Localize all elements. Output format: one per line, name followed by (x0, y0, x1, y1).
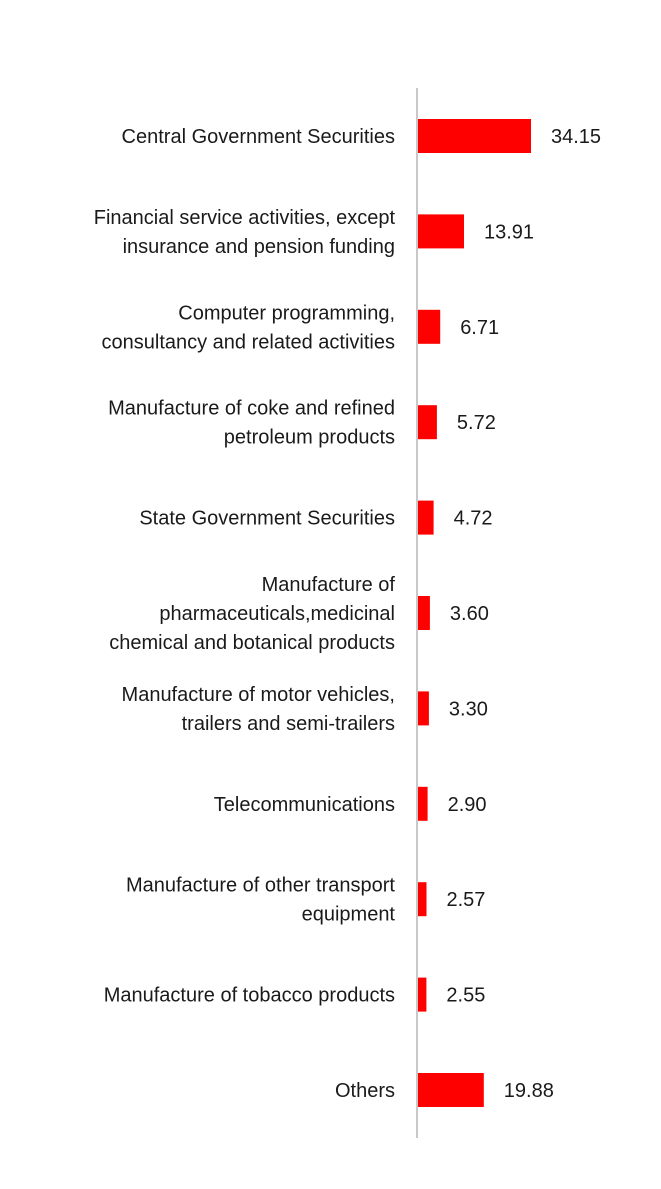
category-label-8-line-0: Manufacture of other transport (126, 875, 395, 897)
bar-1 (418, 214, 464, 249)
bar-3 (418, 405, 437, 440)
category-label-0-line-0: Central Government Securities (122, 126, 395, 148)
category-label-5-line-0: Manufacture of (262, 574, 396, 596)
value-label-9: 2.55 (446, 985, 485, 1007)
category-label-1-line-1: insurance and pension funding (123, 236, 395, 258)
category-label-4: State Government Securities (139, 508, 395, 530)
value-label-8: 2.57 (447, 889, 486, 911)
category-label-5-line-2: chemical and botanical products (109, 632, 395, 654)
bar-5 (418, 596, 430, 630)
category-label-4-line-0: State Government Securities (139, 508, 395, 530)
value-label-2: 6.71 (460, 317, 499, 339)
value-label-10: 19.88 (504, 1080, 554, 1102)
category-label-3-line-0: Manufacture of coke and refined (108, 398, 395, 420)
category-label-7-line-0: Telecommunications (214, 794, 395, 816)
category-label-6-line-0: Manufacture of motor vehicles, (122, 684, 395, 706)
category-label-10: Others (335, 1080, 395, 1102)
value-label-3: 5.72 (457, 412, 496, 434)
category-label-2-line-1: consultancy and related activities (102, 331, 396, 353)
category-label-1: Financial service activities, except insu… (94, 207, 396, 258)
category-label-0: Central Government Securities (122, 126, 395, 148)
bar-6 (418, 691, 429, 726)
value-label-0: 34.15 (551, 126, 601, 148)
bar-9 (418, 977, 427, 1012)
value-label-4: 4.72 (454, 508, 493, 530)
bar-2 (418, 309, 441, 344)
category-label-3: Manufacture of coke and refined petroleum… (108, 398, 395, 449)
category-label-8: Manufacture of other transport equipment (126, 875, 395, 926)
value-label-6: 3.30 (449, 698, 488, 720)
category-label-1-line-0: Financial service activities, except (94, 207, 396, 229)
category-label-9-line-0: Manufacture of tobacco products (104, 985, 395, 1007)
category-label-6-line-1: trailers and semi-trailers (182, 713, 395, 735)
value-label-7: 2.90 (448, 794, 487, 816)
category-label-8-line-1: equipment (302, 904, 396, 926)
value-label-1: 13.91 (484, 221, 534, 243)
category-label-5: Manufacture of pharmaceuticals,medicinal c… (109, 574, 395, 654)
bar-7 (418, 786, 428, 821)
bar-8 (418, 882, 427, 917)
category-label-9: Manufacture of tobacco products (104, 985, 395, 1007)
category-label-7: Telecommunications (214, 794, 395, 816)
bar-4 (418, 500, 434, 535)
category-label-3-line-1: petroleum products (224, 427, 395, 449)
bar-0 (418, 119, 531, 153)
category-label-2-line-0: Computer programming, (178, 302, 395, 324)
category-label-5-line-1: pharmaceuticals,medicinal (159, 603, 395, 625)
value-label-5: 3.60 (450, 603, 489, 625)
category-label-10-line-0: Others (335, 1080, 395, 1102)
category-label-2: Computer programming, consultancy and rel… (102, 302, 396, 353)
category-label-6: Manufacture of motor vehicles, trailers a… (122, 684, 395, 735)
bar-10 (418, 1073, 484, 1107)
